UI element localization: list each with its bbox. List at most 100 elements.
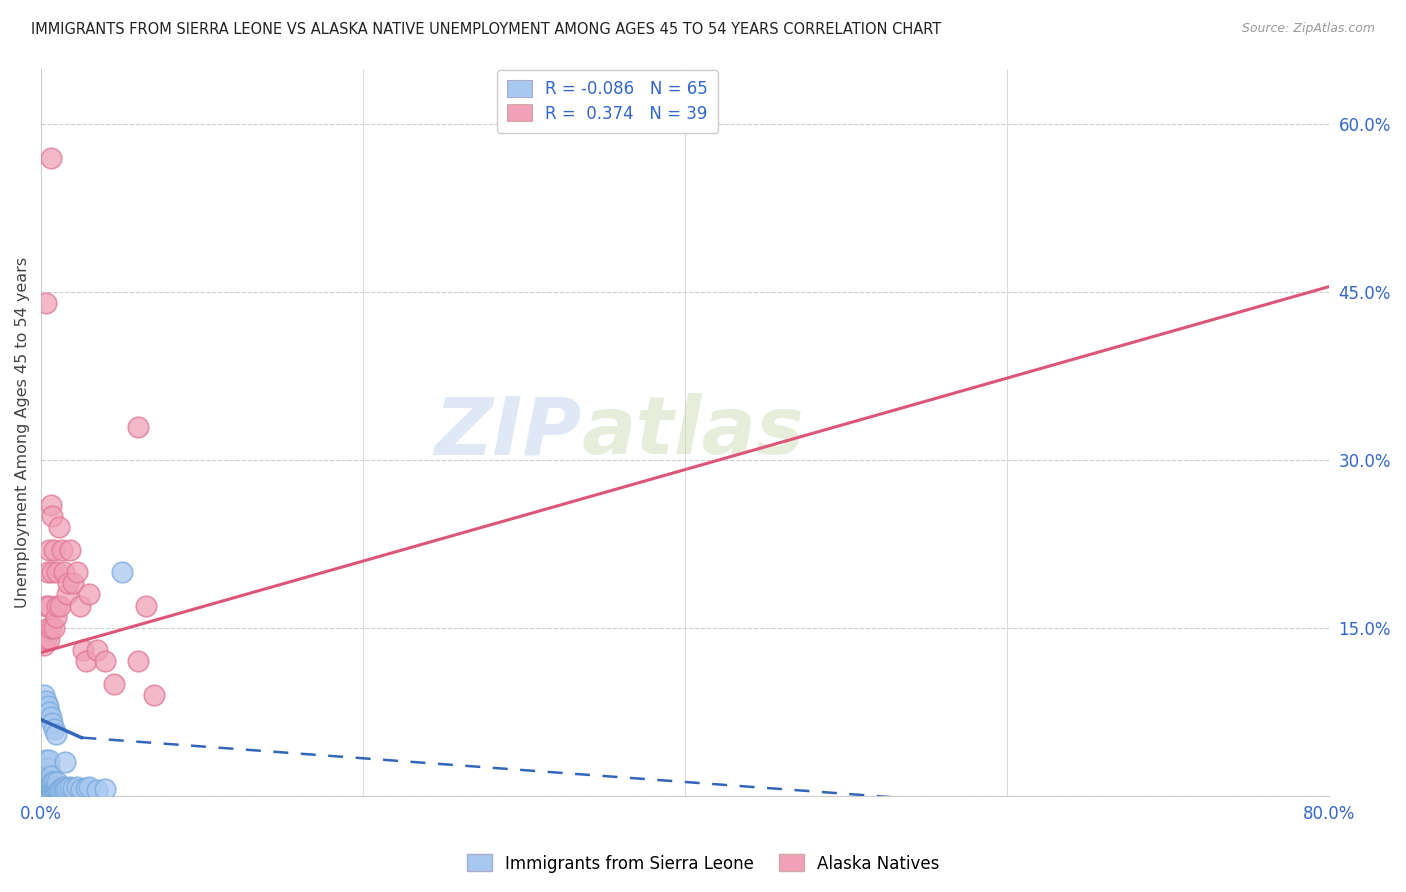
Point: [38, 775, 60, 789]
Point: [38, 769, 60, 783]
Point: [86, 643, 108, 657]
Point: [38, 599, 60, 613]
Point: [49, 599, 72, 613]
Point: [53, 755, 76, 769]
Point: [35, 783, 58, 797]
Point: [46, 780, 69, 794]
Point: [31, 772, 53, 786]
Point: [38, 780, 60, 794]
Text: Source: ZipAtlas.com: Source: ZipAtlas.com: [1241, 22, 1375, 36]
Text: atlas: atlas: [582, 393, 804, 471]
Point: [86, 783, 108, 797]
Point: [62, 780, 84, 795]
Point: [37, 699, 59, 714]
Point: [42, 780, 65, 794]
Point: [56, 780, 79, 795]
Point: [39, 775, 62, 789]
Point: [38, 783, 60, 797]
Point: [46, 599, 69, 613]
Point: [34, 761, 56, 775]
Point: [37, 621, 59, 635]
Point: [35, 780, 58, 794]
Point: [37, 761, 59, 775]
Point: [38, 542, 60, 557]
Point: [35, 761, 58, 775]
Point: [34, 783, 56, 797]
Point: [46, 783, 69, 797]
Point: [69, 599, 91, 613]
Point: [38, 761, 60, 775]
Point: [72, 643, 94, 657]
Point: [39, 769, 62, 783]
Point: [31, 783, 53, 797]
Point: [35, 753, 58, 767]
Point: [41, 716, 63, 731]
Point: [110, 565, 132, 579]
Point: [35, 296, 58, 310]
Point: [56, 587, 79, 601]
Point: [70, 782, 93, 797]
Point: [127, 655, 149, 669]
Point: [135, 599, 157, 613]
Point: [79, 780, 101, 794]
Point: [79, 587, 101, 601]
Point: [51, 780, 73, 795]
Point: [41, 780, 63, 794]
Point: [75, 780, 97, 795]
Point: [45, 727, 67, 741]
Point: [39, 710, 62, 724]
Point: [39, 498, 62, 512]
Point: [51, 542, 73, 557]
Point: [39, 780, 62, 794]
Point: [49, 782, 72, 797]
Point: [75, 655, 97, 669]
Point: [39, 151, 62, 165]
Point: [59, 780, 82, 794]
Legend: R = -0.086   N = 65, R =  0.374   N = 39: R = -0.086 N = 65, R = 0.374 N = 39: [498, 70, 718, 133]
Point: [35, 693, 58, 707]
Text: ZIP: ZIP: [434, 393, 582, 471]
Point: [37, 565, 59, 579]
Text: IMMIGRANTS FROM SIERRA LEONE VS ALASKA NATIVE UNEMPLOYMENT AMONG AGES 45 TO 54 Y: IMMIGRANTS FROM SIERRA LEONE VS ALASKA N…: [31, 22, 941, 37]
Point: [52, 565, 75, 579]
Point: [52, 780, 75, 794]
Point: [37, 769, 59, 783]
Point: [35, 775, 58, 789]
Point: [37, 783, 59, 797]
Point: [39, 783, 62, 797]
Point: [37, 780, 59, 794]
Point: [65, 780, 87, 794]
Point: [45, 783, 67, 797]
Point: [41, 509, 63, 524]
Point: [38, 705, 60, 719]
Point: [45, 609, 67, 624]
Point: [42, 542, 65, 557]
Point: [58, 576, 80, 591]
Y-axis label: Unemployment Among Ages 45 to 54 years: Unemployment Among Ages 45 to 54 years: [15, 257, 30, 607]
Point: [142, 688, 165, 702]
Point: [35, 769, 58, 783]
Point: [94, 782, 117, 797]
Point: [48, 520, 70, 534]
Point: [46, 775, 69, 789]
Point: [34, 780, 56, 794]
Point: [103, 677, 125, 691]
Point: [34, 769, 56, 783]
Point: [41, 775, 63, 789]
Point: [53, 782, 76, 797]
Point: [94, 655, 117, 669]
Point: [35, 599, 58, 613]
Point: [35, 632, 58, 647]
Point: [37, 775, 59, 789]
Legend: Immigrants from Sierra Leone, Alaska Natives: Immigrants from Sierra Leone, Alaska Nat…: [460, 847, 946, 880]
Point: [39, 621, 62, 635]
Point: [65, 565, 87, 579]
Point: [41, 783, 63, 797]
Point: [38, 632, 60, 647]
Point: [31, 778, 53, 792]
Point: [48, 783, 70, 797]
Point: [38, 753, 60, 767]
Point: [42, 722, 65, 736]
Point: [45, 780, 67, 794]
Point: [59, 542, 82, 557]
